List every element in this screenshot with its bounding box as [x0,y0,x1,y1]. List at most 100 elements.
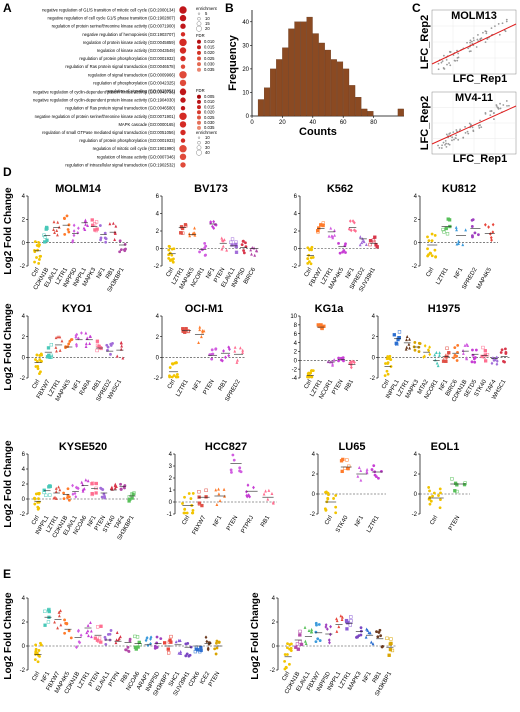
legend-value: 0.035 [204,125,215,130]
data-point [43,623,47,627]
data-point [89,629,93,633]
data-point [59,623,63,627]
data-point [234,250,239,254]
data-point [201,330,204,334]
data-point [119,482,122,486]
legend-value: 0.035 [204,67,215,72]
data-point [104,240,108,244]
data-point [170,362,174,366]
data-point [471,235,474,239]
data-point [56,233,59,237]
data-point [426,247,429,251]
data-point [437,494,440,497]
histogram-bar [324,49,331,117]
data-point [207,642,211,646]
data-point [450,477,454,481]
data-point [174,375,178,379]
category-label: NF1 [438,378,449,391]
data-point [113,486,117,490]
data-point [123,249,127,253]
data-point [407,342,411,346]
data-point [146,643,150,648]
data-point [307,375,311,379]
data-point [77,640,81,644]
data-point [46,620,51,624]
data-point [90,634,93,639]
data-point [119,341,123,345]
legend-value: 0.015 [204,104,215,109]
legend-title: FDR [196,33,205,38]
scatter-point [472,37,475,39]
go-term-label: negative regulation of cyclin-dependent … [33,98,176,103]
scatter-point [437,144,439,147]
data-point [103,236,107,240]
data-point [438,487,442,491]
data-point [339,459,344,463]
data-point [471,353,475,357]
data-point [328,632,332,637]
data-point [119,635,122,639]
data-point [103,635,107,639]
data-point [197,501,202,505]
data-point [426,254,430,258]
data-point [76,226,80,231]
x-axis-title: LFC_Rep1 [453,153,507,165]
data-point [214,223,218,227]
y-tick-label: 10 [290,314,297,320]
data-point [303,625,307,629]
data-point [83,219,87,223]
data-point [42,488,46,492]
data-point [57,485,60,489]
data-point [355,636,358,639]
scatter-point [469,41,471,44]
data-point [81,487,85,492]
data-point [461,348,465,352]
data-point [199,645,203,650]
y-axis-title: Log2 Fold Change [3,440,14,528]
data-point [229,240,233,244]
data-point [455,359,459,362]
data-point [314,640,318,644]
data-point [327,638,331,642]
data-point [309,247,312,251]
data-point [426,235,429,239]
scatter-point [482,31,484,34]
data-point [413,341,417,344]
data-point [298,633,302,637]
fdr-legend-dot [197,94,201,99]
data-point [373,235,377,239]
data-point [338,251,342,255]
data-point [371,642,375,646]
size-legend-dot [196,145,202,150]
y-axis-title: Log2 Fold Change [3,303,14,391]
data-point [54,345,58,349]
data-point [433,353,437,357]
y-tick-label: -2 [20,512,26,518]
fit-line [431,23,517,65]
data-point [306,372,310,375]
scatter-point [446,63,448,66]
y-tick-label: -1 [167,512,173,518]
y-tick-label: 6 [156,194,160,200]
data-point [168,366,172,369]
data-point [427,348,431,353]
data-point [71,238,75,243]
data-point [65,622,69,626]
y-tick-label: -4 [292,376,298,382]
data-point [245,494,249,499]
go-term-label: regulation of kinase activity (GO:000734… [97,154,176,159]
data-point [325,627,329,631]
y-tick-label: 2 [22,335,26,341]
data-point [334,494,338,497]
category-label: Ctrl [165,267,175,278]
data-point [367,630,371,635]
data-point [39,254,43,258]
data-point [366,628,370,632]
data-point [74,335,78,340]
data-point [71,492,75,496]
data-point [37,497,40,501]
data-point [189,497,193,500]
data-point [159,637,163,641]
go-term-label: regulation of protein kinase activity (G… [83,40,176,45]
data-point [80,331,83,335]
